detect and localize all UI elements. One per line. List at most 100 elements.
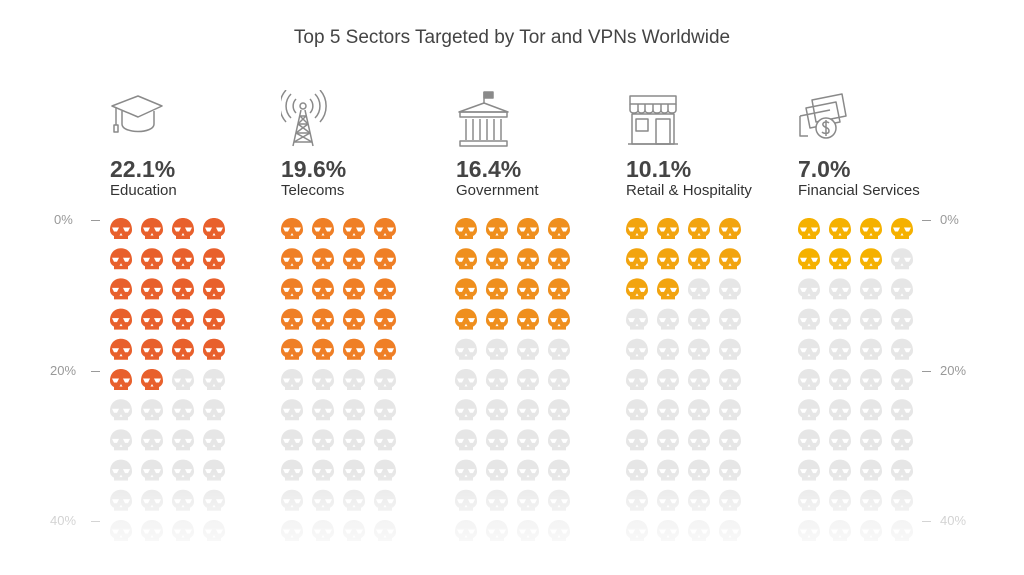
filled-skull-financial-services [798, 248, 820, 270]
empty-skull-government [548, 338, 570, 360]
filled-skull-government [455, 218, 477, 239]
empty-skull-education [203, 369, 225, 390]
empty-skull-financial-services [798, 369, 820, 390]
empty-skull-retail-hospitality [657, 520, 679, 541]
empty-skull-financial-services [829, 520, 851, 541]
empty-skull-retail-hospitality [719, 459, 741, 481]
empty-skull-retail-hospitality [626, 338, 648, 360]
empty-skull-retail-hospitality [657, 459, 679, 481]
empty-skull-government [455, 489, 477, 511]
empty-skull-financial-services [829, 399, 851, 421]
empty-skull-telecoms [343, 429, 365, 451]
empty-skull-telecoms [343, 520, 365, 541]
category-label: Telecoms [281, 182, 345, 199]
filled-skull-education [203, 248, 225, 270]
empty-skull-education [110, 489, 132, 511]
left-axis-tick-mark [91, 371, 100, 372]
empty-skull-financial-services [798, 338, 820, 360]
empty-skull-retail-hospitality [688, 459, 710, 481]
filled-skull-telecoms [374, 308, 396, 330]
filled-skull-education [203, 308, 225, 330]
empty-skull-retail-hospitality [657, 308, 679, 330]
empty-skull-retail-hospitality [626, 429, 648, 451]
empty-skull-government [486, 459, 508, 481]
empty-skull-government [517, 459, 539, 481]
empty-skull-retail-hospitality [688, 429, 710, 451]
filled-skull-education [110, 278, 132, 300]
empty-skull-financial-services [829, 429, 851, 451]
filled-skull-telecoms [281, 278, 303, 300]
filled-skull-education [172, 218, 194, 239]
empty-skull-retail-hospitality [626, 399, 648, 421]
empty-skull-financial-services [829, 338, 851, 360]
value-label: 16.4% [456, 156, 522, 182]
empty-skull-government [548, 399, 570, 421]
empty-skull-financial-services [891, 338, 913, 360]
filled-skull-education [172, 338, 194, 360]
empty-skull-education [141, 489, 163, 511]
empty-skull-financial-services [798, 429, 820, 451]
filled-skull-retail-hospitality [719, 218, 741, 239]
empty-skull-financial-services [891, 308, 913, 330]
empty-skull-financial-services [798, 399, 820, 421]
empty-skull-government [455, 338, 477, 360]
empty-skull-financial-services [829, 308, 851, 330]
empty-skull-retail-hospitality [657, 369, 679, 390]
empty-skull-retail-hospitality [719, 399, 741, 421]
empty-skull-retail-hospitality [626, 520, 648, 541]
filled-skull-financial-services [891, 218, 913, 239]
empty-skull-retail-hospitality [719, 489, 741, 511]
filled-skull-retail-hospitality [688, 248, 710, 270]
sector-government: 16.4% Government [456, 90, 646, 200]
empty-skull-financial-services [860, 278, 882, 300]
empty-skull-education [110, 429, 132, 451]
empty-skull-retail-hospitality [688, 399, 710, 421]
empty-skull-telecoms [374, 429, 396, 451]
filled-skull-telecoms [374, 278, 396, 300]
empty-skull-retail-hospitality [688, 338, 710, 360]
filled-skull-retail-hospitality [657, 248, 679, 270]
empty-skull-financial-services [860, 459, 882, 481]
empty-skull-government [517, 429, 539, 451]
filled-skull-retail-hospitality [626, 278, 648, 300]
empty-skull-government [548, 369, 570, 390]
filled-skull-telecoms [281, 338, 303, 360]
empty-skull-education [172, 399, 194, 421]
filled-skull-government [548, 218, 570, 239]
empty-skull-telecoms [312, 429, 334, 451]
filled-skull-education [141, 248, 163, 270]
empty-skull-government [455, 520, 477, 541]
category-label: Education [110, 182, 177, 199]
money-payment-icon [799, 93, 847, 139]
radio-tower-icon [281, 90, 327, 147]
filled-skull-government [486, 308, 508, 330]
empty-skull-telecoms [281, 399, 303, 421]
empty-skull-telecoms [281, 429, 303, 451]
empty-skull-financial-services [798, 520, 820, 541]
empty-skull-financial-services [860, 520, 882, 541]
empty-skull-telecoms [281, 369, 303, 390]
empty-skull-financial-services [860, 369, 882, 390]
filled-skull-education [110, 369, 132, 390]
empty-skull-telecoms [343, 399, 365, 421]
empty-skull-retail-hospitality [719, 369, 741, 390]
empty-skull-government [455, 369, 477, 390]
filled-skull-telecoms [343, 278, 365, 300]
empty-skull-government [517, 520, 539, 541]
sector-education: 22.1% Education [110, 90, 300, 200]
filled-skull-retail-hospitality [626, 248, 648, 270]
empty-skull-education [172, 489, 194, 511]
sector-telecoms: 19.6% Telecoms [281, 90, 471, 200]
empty-skull-telecoms [374, 399, 396, 421]
filled-skull-telecoms [281, 308, 303, 330]
empty-skull-financial-services [829, 278, 851, 300]
right-axis-tick-20: 20% [940, 363, 967, 378]
filled-skull-government [455, 308, 477, 330]
filled-skull-government [517, 218, 539, 239]
empty-skull-financial-services [891, 520, 913, 541]
filled-skull-financial-services [829, 248, 851, 270]
empty-skull-government [455, 399, 477, 421]
empty-skull-government [455, 459, 477, 481]
empty-skull-financial-services [891, 248, 913, 270]
filled-skull-education [141, 308, 163, 330]
